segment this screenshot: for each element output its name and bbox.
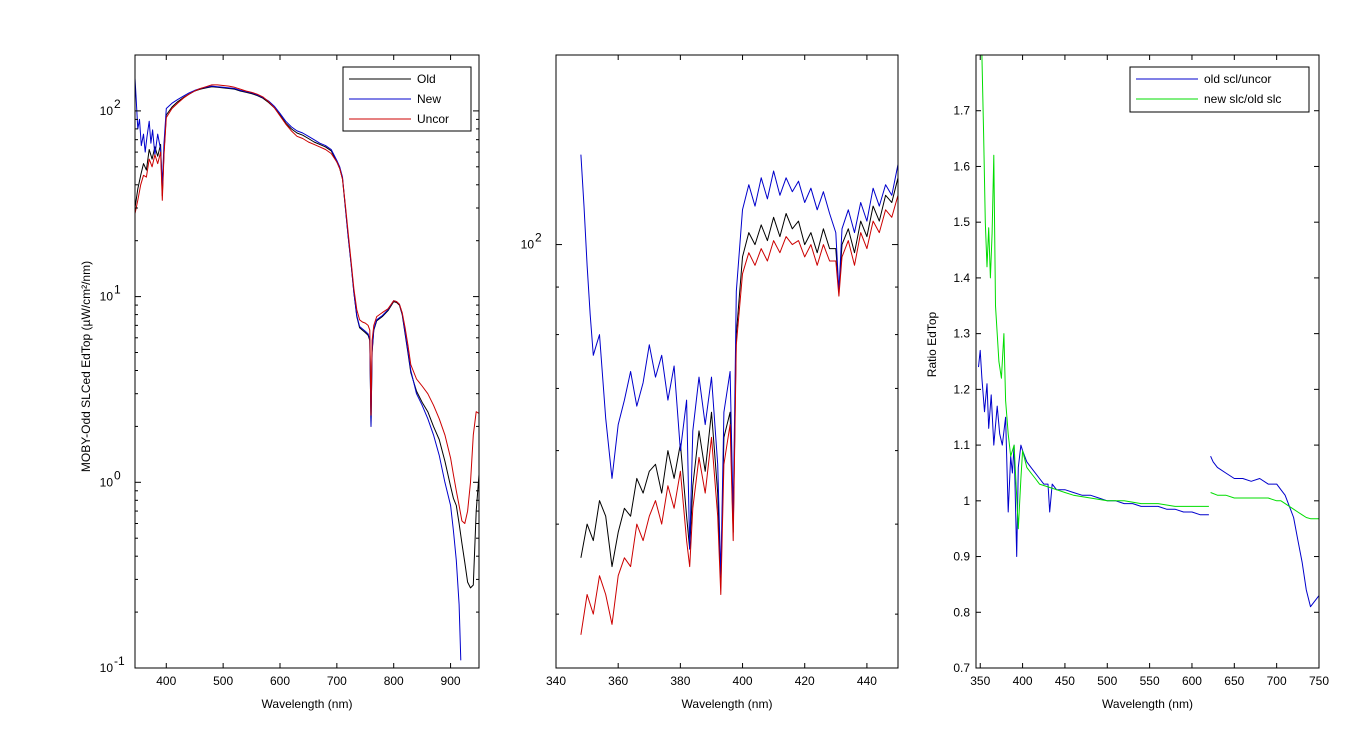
legend: Old New Uncor — [342, 66, 472, 132]
y-tick-exponent: 1 — [114, 283, 121, 297]
series-line-new-slc-old-slc — [981, 55, 1209, 530]
x-tick-label: 650 — [1224, 674, 1244, 688]
y-tick-label: 10 — [100, 104, 114, 118]
legend-entry: Old — [417, 72, 436, 86]
x-tick-label: 500 — [1097, 674, 1117, 688]
y-tick-label: 1.7 — [953, 104, 970, 118]
y-tick-label: 10 — [100, 290, 114, 304]
x-axis-label: Wavelength (nm) — [1102, 697, 1193, 711]
y-tick-exponent: 0 — [114, 468, 121, 482]
chart-panel-uv-zoom: 340 360 380 400 420 440 10 2 Wavelength (nm) — [521, 54, 899, 711]
series-group — [135, 78, 479, 661]
x-tick-label: 900 — [441, 674, 461, 688]
series-line-uncor — [580, 195, 898, 635]
x-tick-label: 450 — [1055, 674, 1075, 688]
x-tick-label: 400 — [1013, 674, 1033, 688]
legend-entry: old scl/uncor — [1204, 72, 1271, 86]
y-tick-label: 0.9 — [953, 550, 970, 564]
y-tick-label: 0.7 — [953, 661, 970, 675]
y-tick-label: 1.3 — [953, 327, 970, 341]
x-tick-label: 340 — [546, 674, 566, 688]
series-line-uncor — [135, 84, 479, 524]
x-tick-label: 800 — [384, 674, 404, 688]
y-tick-label: 1.6 — [953, 159, 970, 173]
y-tick-label: 1.2 — [953, 382, 970, 396]
x-tick-label: 350 — [970, 674, 990, 688]
y-tick-exponent: 2 — [114, 97, 121, 111]
y-tick-label: 1.5 — [953, 215, 970, 229]
y-axis-label: MOBY-Odd SLCed EdTop (µW/cm²/nm) — [79, 261, 93, 472]
x-tick-label: 500 — [213, 674, 233, 688]
series-line-new-slc-old-slc — [1210, 492, 1319, 520]
x-tick-label: 400 — [733, 674, 753, 688]
x-tick-label: 700 — [1267, 674, 1287, 688]
x-axis-label: Wavelength (nm) — [682, 697, 773, 711]
y-tick-label: 10 — [521, 238, 535, 252]
legend-entry: New — [417, 92, 441, 106]
series-line-new — [580, 154, 898, 577]
y-tick-label: 0.8 — [953, 605, 970, 619]
y-tick-label: 10 — [100, 475, 114, 489]
y-tick-label: 1 — [963, 494, 970, 508]
axes-frame — [555, 54, 899, 669]
series-group — [580, 154, 898, 635]
y-tick-label: 10 — [100, 661, 114, 675]
y-tick-label: 1.4 — [953, 271, 970, 285]
legend-box — [1129, 66, 1310, 113]
series-group — [978, 55, 1319, 608]
x-tick-label: 420 — [795, 674, 815, 688]
axes-frame — [134, 54, 480, 669]
legend: old scl/uncor new slc/old slc — [1129, 66, 1310, 113]
x-tick-label: 600 — [270, 674, 290, 688]
series-line-old — [135, 86, 479, 589]
x-tick-label: 700 — [327, 674, 347, 688]
chart-panel-ratio: 350 400 450 500 550 600 650 700 750 0.7 0.8 0.9 1 1.1… — [925, 54, 1329, 711]
y-tick-label: 1.1 — [953, 438, 970, 452]
legend-entry: new slc/old slc — [1204, 92, 1281, 106]
x-tick-label: 750 — [1309, 674, 1329, 688]
x-tick-label: 550 — [1140, 674, 1160, 688]
series-line-new — [135, 78, 462, 661]
y-tick-exponent: 2 — [535, 231, 542, 245]
x-axis-label: Wavelength (nm) — [262, 697, 353, 711]
x-tick-label: 380 — [670, 674, 690, 688]
x-tick-label: 360 — [608, 674, 628, 688]
legend-entry: Uncor — [417, 112, 449, 126]
series-line-old-scl-uncor — [978, 349, 1209, 557]
series-line-old-scl-uncor — [1210, 455, 1319, 608]
axes-frame — [975, 54, 1320, 669]
x-tick-label: 600 — [1182, 674, 1202, 688]
x-tick-label: 400 — [156, 674, 176, 688]
y-tick-exponent: -1 — [114, 654, 125, 668]
x-tick-label: 440 — [857, 674, 877, 688]
y-axis-label: Ratio EdTop — [925, 311, 939, 377]
